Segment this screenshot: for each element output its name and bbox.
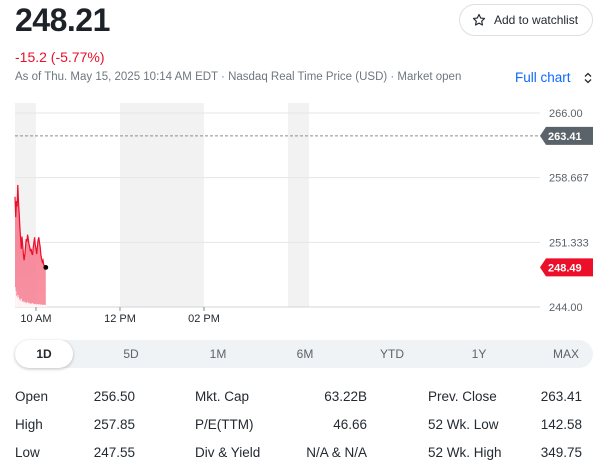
volume-bar	[37, 304, 38, 307]
volume-bar	[19, 299, 21, 307]
stat-value: 263.41	[540, 389, 582, 404]
volume-bar	[37, 304, 39, 307]
volume-bar	[16, 298, 18, 307]
stat-value: 256.50	[93, 389, 135, 404]
stat-value: 247.55	[93, 445, 135, 460]
watchlist-label: Add to watchlist	[494, 13, 579, 27]
volume-bar	[27, 301, 29, 307]
price-line	[14, 184, 47, 268]
chart-shaded-band	[120, 103, 204, 307]
volume-bar	[26, 302, 28, 307]
volume-bar	[15, 291, 17, 307]
volume-bar	[17, 295, 19, 307]
stat-label: Open	[15, 389, 49, 404]
stat-label: Low	[15, 445, 40, 460]
y-tick-label: 244.00	[549, 302, 583, 314]
star-outline-icon	[472, 13, 486, 26]
volume-bar	[22, 301, 24, 307]
stat-value: 257.85	[93, 417, 135, 432]
expand-arrows-icon[interactable]	[582, 71, 593, 85]
volume-bar	[32, 303, 34, 307]
last-price-label: 248.49	[548, 262, 582, 274]
range-tab-5d[interactable]: 5D	[123, 347, 139, 361]
range-tab-6m[interactable]: 6M	[296, 347, 314, 361]
stat-label: Div & Yield	[195, 445, 261, 460]
volume-bar	[21, 302, 23, 307]
range-tab-1m[interactable]: 1M	[209, 347, 227, 361]
volume-bar	[31, 304, 33, 307]
volume-bar	[25, 302, 27, 307]
volume-bar	[30, 304, 31, 307]
prev-close-badge	[540, 126, 593, 145]
volume-bar	[39, 304, 41, 307]
volume-bar	[35, 304, 37, 307]
prev-close-label: 263.41	[548, 131, 582, 143]
volume-bar	[45, 305, 47, 307]
stat-label: 52 Wk. Low	[428, 417, 499, 432]
x-tick-label: 02 PM	[188, 313, 220, 325]
stat-value: 63.22B	[324, 389, 367, 404]
range-tab-1y[interactable]: 1Y	[471, 347, 487, 361]
x-tick-label: 12 PM	[104, 313, 136, 325]
intraday-price-chart[interactable]: 266.00 258.667 251.333 244.00 263.41 248.49 1…	[0, 100, 593, 330]
quote-price: 248.21	[15, 2, 110, 38]
stat-label: P/E(TTM)	[195, 417, 254, 432]
last-price-badge	[540, 258, 593, 277]
volume-bar	[20, 298, 22, 307]
volume-bar	[25, 303, 27, 307]
volume-bar	[40, 304, 42, 307]
range-tab-1d[interactable]: 1D	[15, 340, 73, 368]
range-tab-ytd[interactable]: YTD	[380, 347, 404, 361]
quote-timestamp: As of Thu. May 15, 2025 10:14 AM EDT · N…	[15, 71, 462, 83]
volume-bar	[16, 296, 17, 307]
volume-bar	[41, 305, 43, 307]
time-range-tabs: 1D 5D 1M 6M YTD 1Y MAX	[15, 340, 593, 368]
volume-bar	[34, 304, 36, 307]
volume-bar	[27, 303, 29, 307]
stat-value: 142.58	[540, 417, 582, 432]
y-tick-label: 258.667	[549, 173, 589, 185]
add-to-watchlist-button[interactable]: Add to watchlist	[459, 4, 593, 36]
volume-bar	[18, 297, 20, 307]
volume-bar	[36, 304, 38, 307]
stat-value: 349.75	[540, 445, 582, 460]
volume-bar	[43, 304, 45, 307]
volume-bar	[23, 302, 24, 307]
price-area	[15, 184, 46, 307]
volume-bar	[44, 304, 46, 307]
volume-bar	[24, 303, 26, 307]
y-tick-label: 266.00	[549, 108, 583, 120]
volume-bar	[32, 303, 34, 307]
volume-bar	[29, 303, 31, 307]
volume-bar	[44, 305, 45, 307]
range-tab-max[interactable]: MAX	[552, 347, 579, 361]
volume-bar	[39, 304, 41, 307]
volume-bar	[20, 301, 22, 307]
stat-value: N/A & N/A	[306, 445, 367, 460]
stat-label: Mkt. Cap	[195, 389, 250, 404]
stat-label: 52 Wk. High	[428, 445, 502, 460]
stat-label: High	[15, 417, 43, 432]
volume-bar	[34, 303, 36, 307]
volume-bar	[30, 303, 32, 307]
volume-bar	[28, 303, 30, 307]
quote-change: -15.2 (-5.77%)	[15, 49, 105, 65]
stat-label: Prev. Close	[428, 389, 497, 404]
y-tick-label: 251.333	[549, 237, 589, 249]
volume-bar	[41, 304, 43, 307]
volume-bar	[42, 304, 44, 307]
stat-value: 46.66	[333, 417, 367, 432]
volume-bar	[14, 287, 16, 307]
volume-bar	[18, 300, 20, 307]
chart-shaded-band	[288, 103, 309, 307]
volume-bar	[38, 304, 40, 307]
volume-bar	[23, 301, 25, 307]
last-price-dot	[43, 265, 49, 270]
full-chart-link[interactable]: Full chart	[515, 70, 571, 85]
volume-bar	[33, 304, 35, 307]
x-tick-label: 10 AM	[20, 313, 51, 325]
